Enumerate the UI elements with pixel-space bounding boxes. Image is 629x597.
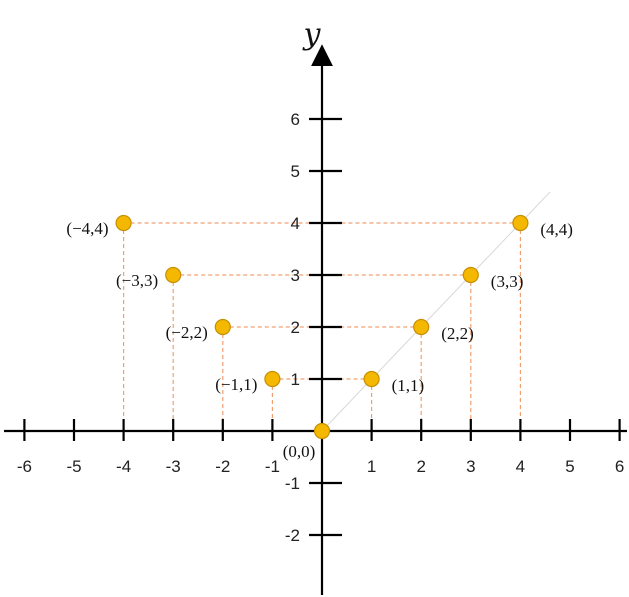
point-label: (−2,2) (166, 323, 208, 342)
y-tick-label: 3 (291, 266, 300, 285)
y-tick-label: 4 (291, 214, 300, 233)
point-label: (4,4) (540, 220, 573, 239)
data-point (165, 266, 182, 284)
y-tick-label: -2 (285, 526, 300, 545)
point-label: (−1,1) (215, 375, 257, 394)
point-label: (3,3) (491, 272, 524, 291)
y-tick-label: 5 (291, 162, 300, 181)
y-tick-label: 1 (291, 370, 300, 389)
x-tick-label: 2 (416, 457, 425, 476)
x-tick-label: -4 (116, 457, 131, 476)
y-tick-label: 6 (291, 110, 300, 129)
y-tick-label: -1 (285, 474, 300, 493)
point-label: (1,1) (392, 376, 425, 395)
data-point (413, 318, 430, 336)
diagonal-line-right (321, 191, 551, 432)
data-point (313, 422, 331, 440)
axes (4, 44, 627, 595)
x-tick-label: 3 (466, 457, 475, 476)
data-point (115, 214, 132, 232)
guide-lines (122, 191, 551, 432)
x-tick-label: 6 (615, 457, 624, 476)
data-point (512, 214, 529, 232)
x-tick-label: -1 (265, 457, 280, 476)
x-tick-label: -5 (66, 457, 81, 476)
x-tick-label: 1 (367, 457, 376, 476)
x-tick-label: -6 (17, 457, 32, 476)
point-label: (−3,3) (116, 271, 158, 290)
x-tick-label: 4 (516, 457, 525, 476)
x-tick-label: 5 (565, 457, 574, 476)
y-axis-title: y (302, 17, 322, 52)
x-tick-label: -2 (215, 457, 230, 476)
point-label: (2,2) (441, 324, 474, 343)
axis-ticks (23, 117, 621, 537)
x-tick-label: -3 (166, 457, 181, 476)
data-point (214, 318, 231, 336)
data-point (264, 370, 281, 388)
point-label: (0,0) (283, 442, 316, 461)
y-tick-label: 2 (291, 318, 300, 337)
point-label: (−4,4) (66, 219, 108, 238)
tick-labels: -6 -5 -4 -3 -2 -1 1 2 3 4 5 6 -2 -1 1 2 3 4 5 6 (17, 110, 624, 545)
data-point (363, 370, 380, 388)
data-points: (0,0) (1,1) (2,2) (3,3) (4,4) (−1,1) (−2,2) (−3… (66, 214, 573, 461)
data-point (462, 266, 479, 284)
